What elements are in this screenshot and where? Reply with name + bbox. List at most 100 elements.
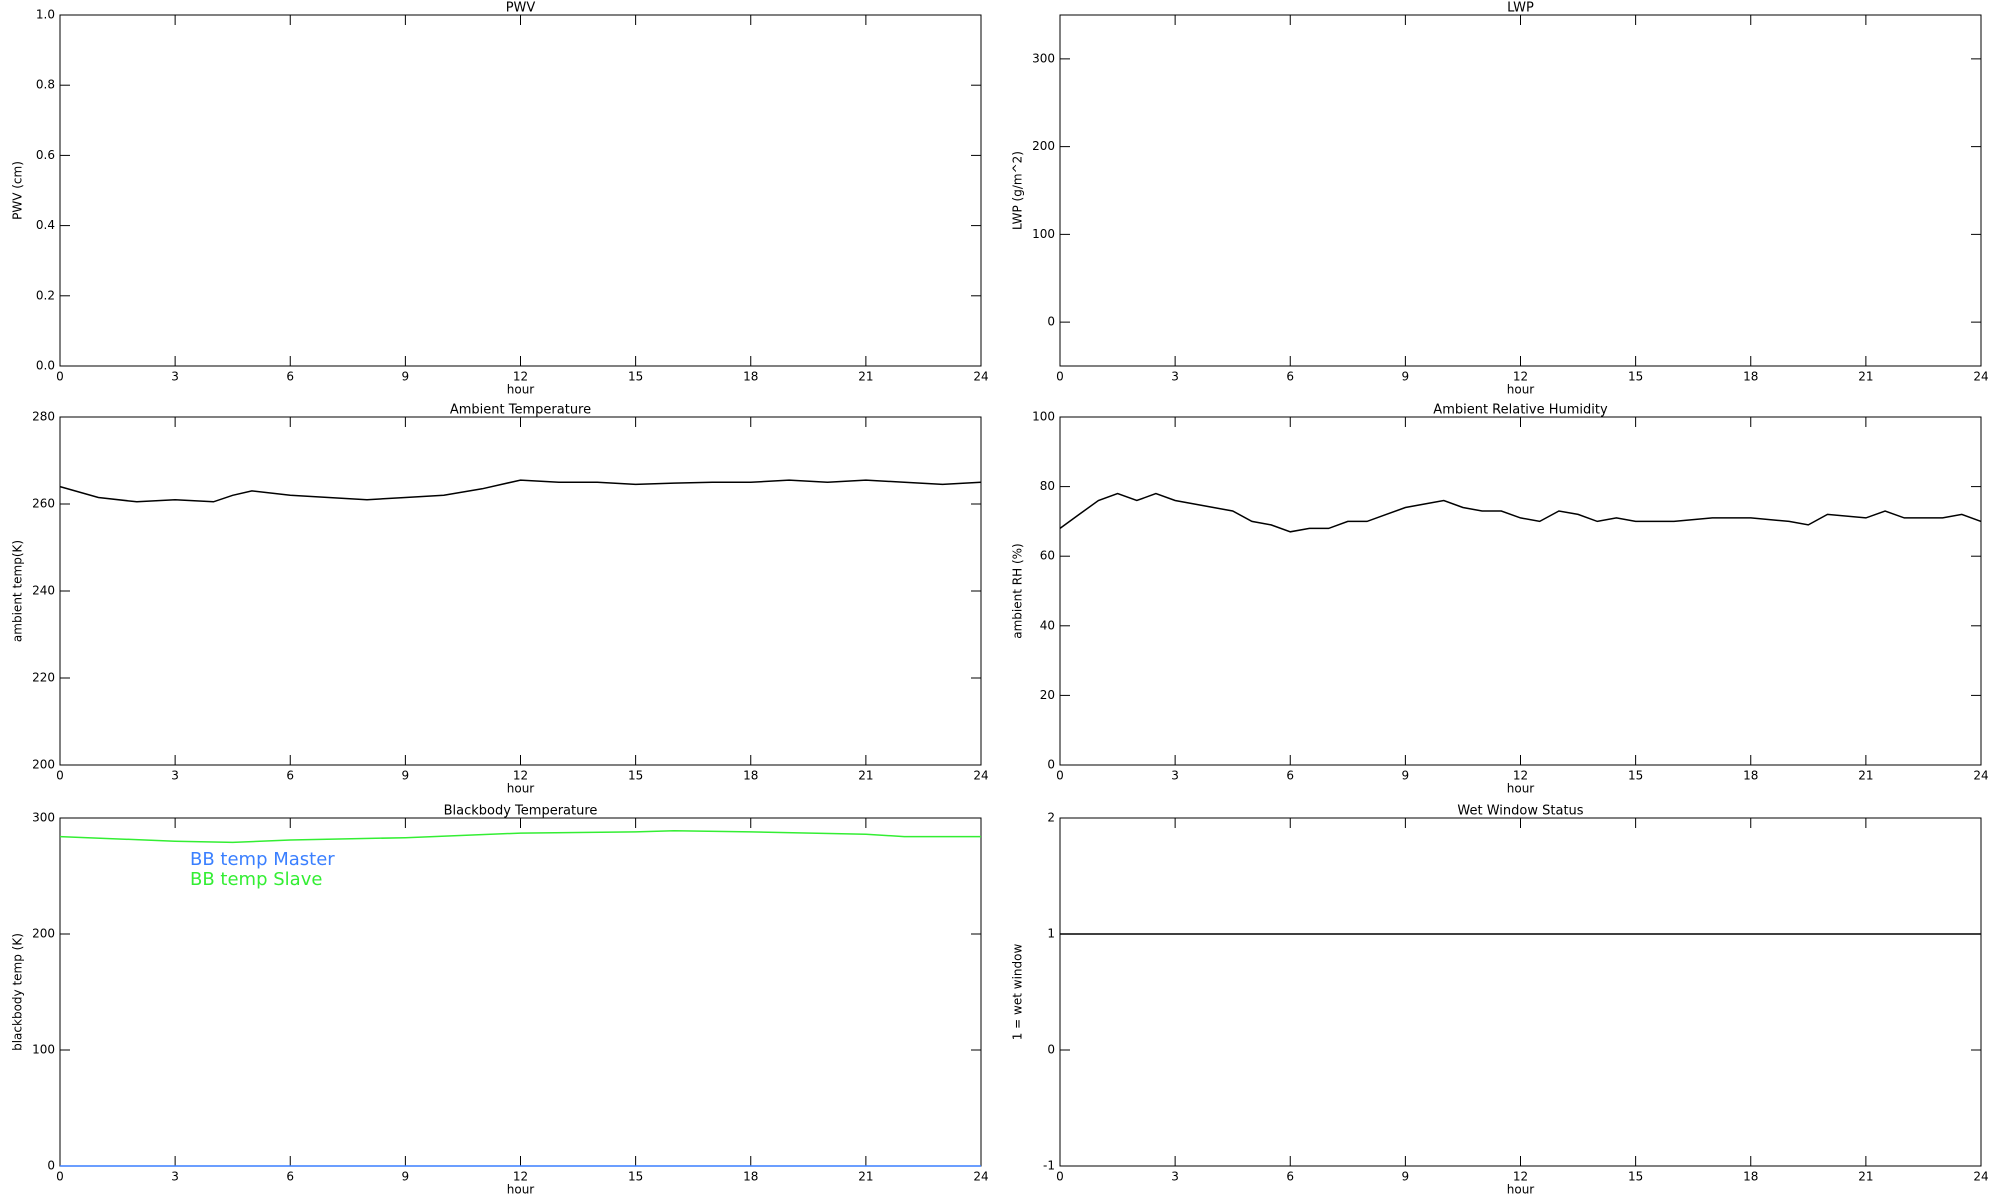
x-tick-label: 12 (513, 769, 528, 783)
y-axis-label: LWP (g/m^2) (1011, 151, 1025, 230)
x-tick-label: 3 (1171, 370, 1179, 384)
x-tick-label: 21 (1858, 1170, 1873, 1184)
data-line (59, 479, 982, 503)
chart-title: Ambient Relative Humidity (1433, 403, 1608, 418)
x-tick-label: 15 (1628, 370, 1643, 384)
y-tick-label: 100 (1032, 410, 1055, 424)
x-tick-label: 9 (1402, 370, 1410, 384)
y-tick-label: 260 (32, 497, 55, 511)
chart-title: Blackbody Temperature (444, 804, 598, 819)
x-tick-label: 21 (1858, 769, 1873, 783)
x-tick-label: 15 (1628, 769, 1643, 783)
x-tick-label: 18 (743, 370, 758, 384)
x-tick-label: 18 (1743, 769, 1758, 783)
x-tick-label: 12 (1513, 769, 1528, 783)
y-tick-label: 2 (1047, 811, 1055, 825)
y-tick-label: 300 (32, 811, 55, 825)
y-tick-label: 0.8 (36, 78, 55, 92)
legend-entry: BB temp Slave (190, 869, 322, 890)
x-tick-label: 12 (1513, 370, 1528, 384)
x-tick-label: 0 (56, 1170, 64, 1184)
y-tick-label: 80 (1040, 479, 1055, 493)
legend-entry: BB temp Master (190, 849, 335, 870)
plot-frame (59, 14, 982, 367)
y-axis-label: 1 = wet window (1011, 944, 1025, 1041)
plot-frame (1059, 817, 1982, 1167)
plot-frame (59, 416, 982, 766)
x-tick-label: 0 (56, 370, 64, 384)
y-tick-label: 0 (1047, 1043, 1055, 1057)
x-tick-label: 12 (513, 1170, 528, 1184)
y-tick-label: 1.0 (36, 8, 55, 22)
chart-title: LWP (1507, 1, 1534, 16)
x-tick-label: 21 (858, 769, 873, 783)
x-tick-label: 24 (973, 1170, 988, 1184)
x-tick-label: 9 (1402, 769, 1410, 783)
x-tick-label: 15 (628, 1170, 643, 1184)
x-tick-label: 18 (743, 1170, 758, 1184)
y-tick-label: 280 (32, 410, 55, 424)
y-tick-label: 0 (47, 1159, 55, 1173)
x-tick-label: 24 (1973, 370, 1988, 384)
y-tick-label: 1 (1047, 927, 1055, 941)
y-tick-label: 0.6 (36, 148, 55, 162)
x-tick-label: 0 (1056, 769, 1064, 783)
x-axis-label: hour (507, 782, 535, 796)
x-tick-label: 9 (1402, 1170, 1410, 1184)
chart-title: Ambient Temperature (450, 403, 591, 418)
y-tick-label: 40 (1040, 618, 1055, 632)
x-tick-label: 9 (402, 1170, 410, 1184)
x-tick-label: 9 (402, 370, 410, 384)
x-tick-label: 6 (1286, 769, 1294, 783)
y-tick-label: 0 (1047, 758, 1055, 772)
x-tick-label: 6 (1286, 1170, 1294, 1184)
x-tick-label: 12 (513, 370, 528, 384)
y-tick-label: 0.0 (36, 359, 55, 373)
x-axis-label: hour (1507, 1183, 1535, 1197)
x-tick-label: 24 (973, 769, 988, 783)
x-axis-label: hour (507, 383, 535, 397)
x-tick-label: 6 (286, 370, 294, 384)
x-tick-label: 24 (1973, 1170, 1988, 1184)
plot-frame (1059, 14, 1982, 367)
y-tick-label: 60 (1040, 549, 1055, 563)
chart-title: PWV (506, 1, 536, 16)
x-tick-label: 0 (56, 769, 64, 783)
x-tick-label: 12 (1513, 1170, 1528, 1184)
x-tick-label: 0 (1056, 1170, 1064, 1184)
x-tick-label: 24 (973, 370, 988, 384)
y-axis-label: ambient RH (%) (1011, 543, 1025, 638)
y-tick-label: 0 (1047, 315, 1055, 329)
x-tick-label: 0 (1056, 370, 1064, 384)
y-tick-label: -1 (1043, 1159, 1055, 1173)
x-tick-label: 6 (1286, 370, 1294, 384)
x-tick-label: 18 (1743, 1170, 1758, 1184)
x-tick-label: 3 (171, 769, 179, 783)
y-tick-label: 0.2 (36, 288, 55, 302)
x-tick-label: 24 (1973, 769, 1988, 783)
data-line (1059, 492, 1982, 533)
y-tick-label: 100 (1032, 227, 1055, 241)
plot-frame (1059, 416, 1982, 766)
y-tick-label: 0.4 (36, 218, 55, 232)
y-tick-label: 240 (32, 584, 55, 598)
x-tick-label: 18 (1743, 370, 1758, 384)
data-line (59, 830, 981, 844)
x-axis-label: hour (1507, 383, 1535, 397)
y-tick-label: 300 (1032, 51, 1055, 65)
x-tick-label: 6 (286, 769, 294, 783)
y-tick-label: 200 (32, 927, 55, 941)
x-tick-label: 15 (628, 769, 643, 783)
x-tick-label: 3 (171, 370, 179, 384)
y-tick-label: 100 (32, 1043, 55, 1057)
x-tick-label: 15 (1628, 1170, 1643, 1184)
y-tick-label: 200 (1032, 139, 1055, 153)
x-tick-label: 6 (286, 1170, 294, 1184)
x-tick-label: 21 (858, 1170, 873, 1184)
chart-title: Wet Window Status (1457, 804, 1583, 819)
x-tick-label: 15 (628, 370, 643, 384)
x-tick-label: 3 (1171, 769, 1179, 783)
x-tick-label: 3 (171, 1170, 179, 1184)
x-tick-label: 9 (402, 769, 410, 783)
